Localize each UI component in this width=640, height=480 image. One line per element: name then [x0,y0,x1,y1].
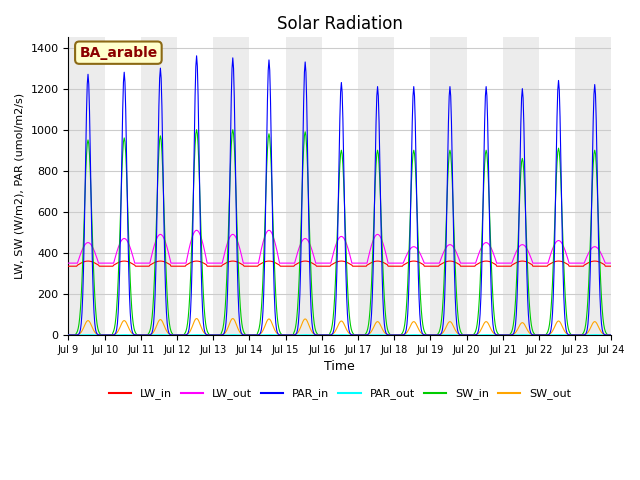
Bar [575,37,611,335]
PAR_in [74,332,82,337]
Text: BA_arable: BA_arable [79,46,157,60]
LW_in [406,259,414,264]
PAR_in [193,53,200,59]
SW_out [130,332,138,337]
LW_out [130,257,138,263]
PAR_out [214,332,222,338]
SW_out [406,324,414,330]
Line: LW_in: LW_in [68,261,611,266]
LW_out [406,246,414,252]
SW_out [607,332,614,338]
LW_in [422,264,429,269]
PAR_in [185,326,193,332]
LW_out [185,246,193,252]
PAR_out [422,332,429,338]
LW_in [186,260,194,266]
LW_in [131,262,139,268]
SW_out [214,332,222,338]
SW_out [185,330,193,336]
SW_in [422,331,429,337]
Bar [141,37,177,335]
Line: SW_in: SW_in [68,130,611,335]
SW_out [74,332,82,337]
Line: LW_out: LW_out [68,230,611,263]
LW_out [422,260,429,266]
SW_in [406,220,414,226]
Y-axis label: LW, SW (W/m2), PAR (umol/m2/s): LW, SW (W/m2), PAR (umol/m2/s) [15,93,25,279]
LW_in [214,264,222,269]
LW_out [607,260,614,266]
Bar [430,37,467,335]
SW_out [422,332,429,338]
LW_out [74,258,82,264]
SW_out [65,332,72,338]
PAR_out [65,332,72,338]
LW_in [74,262,82,267]
LW_in [65,264,72,269]
Bar [503,37,539,335]
LW_out [65,260,72,266]
SW_in [130,325,138,331]
SW_in [214,332,222,338]
PAR_in [422,332,429,338]
Line: SW_out: SW_out [68,319,611,335]
PAR_out [74,332,82,338]
PAR_out [185,332,193,338]
SW_in [185,304,193,310]
Bar [358,37,394,335]
PAR_out [406,332,414,338]
Bar [68,37,104,335]
LW_in [607,264,614,269]
Title: Solar Radiation: Solar Radiation [277,15,403,33]
LW_in [84,258,92,264]
PAR_out [130,332,138,338]
Line: PAR_in: PAR_in [68,56,611,335]
SW_in [607,332,614,338]
X-axis label: Time: Time [324,360,355,373]
SW_in [193,127,200,132]
PAR_in [214,332,222,338]
PAR_in [65,332,72,338]
PAR_in [406,238,414,243]
PAR_in [130,332,138,337]
PAR_out [607,332,614,338]
PAR_out [193,332,200,337]
Legend: LW_in, LW_out, PAR_in, PAR_out, SW_in, SW_out: LW_in, LW_out, PAR_in, PAR_out, SW_in, S… [104,384,575,404]
SW_in [65,332,72,338]
LW_out [214,260,222,266]
SW_out [193,316,200,322]
LW_out [193,228,200,233]
Bar [213,37,250,335]
SW_in [74,325,82,331]
Bar [285,37,322,335]
PAR_in [607,332,614,338]
